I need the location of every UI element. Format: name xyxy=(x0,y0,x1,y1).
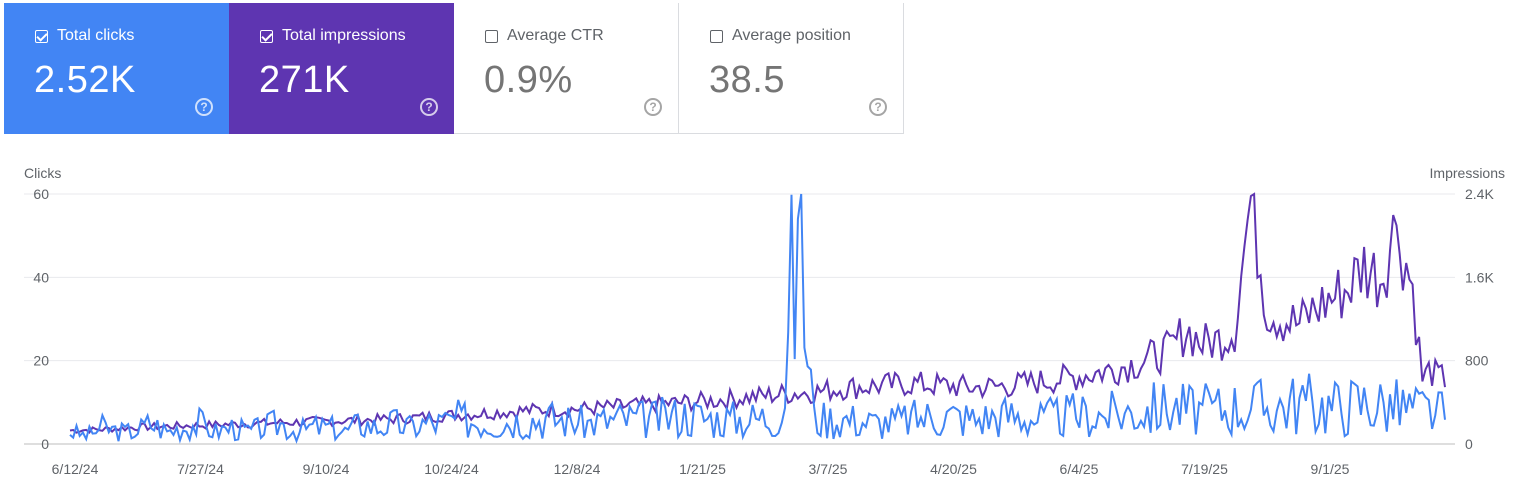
x-tick-label: 10/24/24 xyxy=(424,461,479,477)
help-circle-icon[interactable]: ? xyxy=(644,98,662,116)
left-tick-label: 20 xyxy=(33,353,49,369)
metric-card-total-clicks[interactable]: Total clicks 2.52K ? xyxy=(4,3,229,134)
right-axis-ticks: 0 800 1.6K 2.4K xyxy=(1465,186,1494,452)
metric-toggle[interactable]: Total impressions xyxy=(260,27,406,45)
metric-cards: Total clicks 2.52K ? Total impressions 2… xyxy=(4,3,904,134)
metric-value: 2.52K xyxy=(34,59,136,101)
left-tick-label: 0 xyxy=(41,436,49,452)
right-axis-title: Impressions xyxy=(1430,165,1505,181)
metric-label: Total impressions xyxy=(282,27,406,44)
right-tick-label: 1.6K xyxy=(1465,269,1494,285)
series-line-impressions xyxy=(69,192,1446,434)
metric-value: 0.9% xyxy=(484,59,573,101)
x-tick-label: 3/7/25 xyxy=(809,461,848,477)
help-circle-icon[interactable]: ? xyxy=(869,98,887,116)
x-tick-label: 7/19/25 xyxy=(1181,461,1228,477)
x-tick-label: 6/4/25 xyxy=(1060,461,1099,477)
left-tick-label: 40 xyxy=(33,269,49,285)
x-tick-label: 9/10/24 xyxy=(303,461,350,477)
checkbox-icon[interactable] xyxy=(710,29,723,43)
x-tick-label: 1/21/25 xyxy=(679,461,726,477)
metric-card-average-position[interactable]: Average position 38.5 ? xyxy=(679,3,904,134)
metric-label: Average position xyxy=(732,27,851,44)
right-tick-label: 0 xyxy=(1465,436,1473,452)
help-circle-icon[interactable]: ? xyxy=(195,98,213,116)
metric-value: 38.5 xyxy=(709,59,785,101)
x-tick-label: 6/12/24 xyxy=(52,461,99,477)
help-circle-icon[interactable]: ? xyxy=(420,98,438,116)
metric-toggle[interactable]: Average position xyxy=(710,27,851,45)
checkbox-icon[interactable] xyxy=(35,29,48,43)
left-tick-label: 60 xyxy=(33,186,49,202)
checkbox-icon[interactable] xyxy=(260,29,273,43)
metric-label: Total clicks xyxy=(57,27,135,44)
x-tick-label: 12/8/24 xyxy=(554,461,601,477)
metric-value: 271K xyxy=(259,59,350,101)
checkbox-icon[interactable] xyxy=(485,29,498,43)
x-tick-label: 7/27/24 xyxy=(177,461,224,477)
left-axis-ticks: 0 20 40 60 xyxy=(33,186,49,452)
metric-label: Average CTR xyxy=(507,27,604,44)
metric-toggle[interactable]: Total clicks xyxy=(35,27,134,45)
metric-toggle[interactable]: Average CTR xyxy=(485,27,604,45)
right-tick-label: 2.4K xyxy=(1465,186,1494,202)
series-line-clicks xyxy=(69,193,1446,444)
x-axis-ticks: 6/12/24 7/27/24 9/10/24 10/24/24 12/8/24 1/21… xyxy=(52,461,1350,477)
metric-card-total-impressions[interactable]: Total impressions 271K ? xyxy=(229,3,454,134)
x-tick-label: 9/1/25 xyxy=(1311,461,1350,477)
right-tick-label: 800 xyxy=(1465,353,1489,369)
left-axis-title: Clicks xyxy=(24,165,61,181)
x-tick-label: 4/20/25 xyxy=(930,461,977,477)
metric-card-average-ctr[interactable]: Average CTR 0.9% ? xyxy=(454,3,679,134)
chart-grid xyxy=(24,193,1455,445)
